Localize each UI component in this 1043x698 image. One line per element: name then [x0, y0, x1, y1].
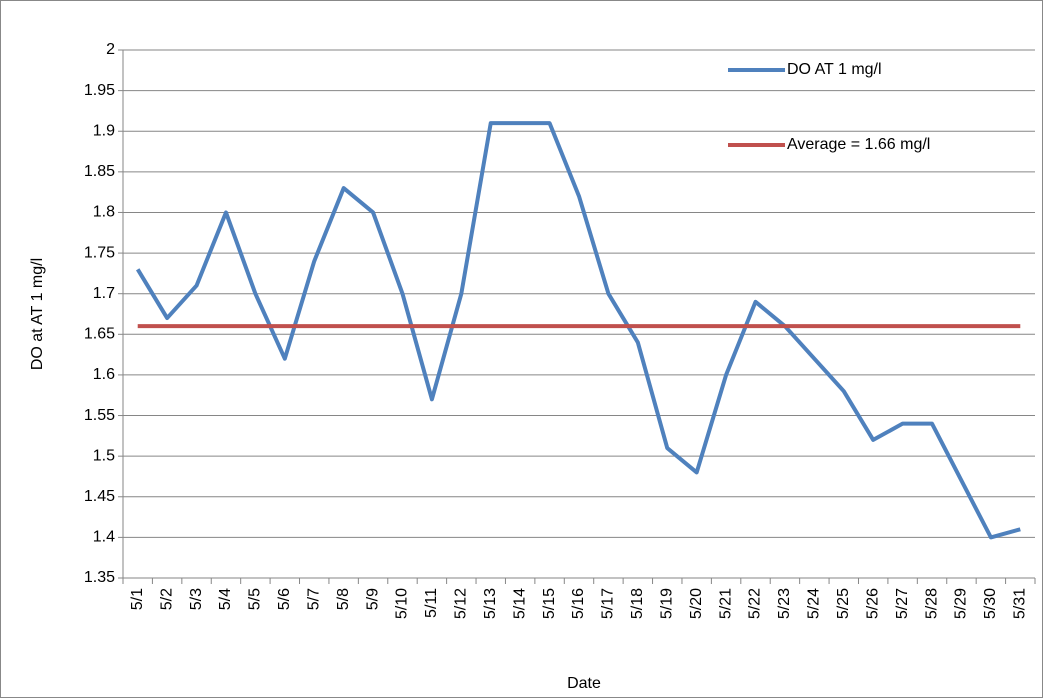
x-tick-label: 5/10	[394, 588, 411, 619]
x-axis-label: Date	[567, 675, 601, 692]
x-tick-label: 5/3	[188, 588, 205, 610]
x-tick-label: 5/11	[423, 588, 440, 618]
y-tick-label: 1.7	[93, 285, 115, 302]
y-tick-label: 1.65	[84, 326, 115, 343]
x-tick-label: 5/15	[541, 588, 558, 619]
y-tick-label: 1.8	[93, 204, 115, 221]
x-tick-label: 5/24	[806, 588, 823, 619]
legend-label: DO AT 1 mg/l	[787, 61, 882, 78]
data-line	[135, 121, 1021, 540]
x-tick-label: 5/31	[1012, 588, 1029, 619]
x-tick-label: 5/16	[570, 588, 587, 619]
x-tick-label: 5/23	[776, 588, 793, 619]
x-tick-label: 5/2	[158, 588, 175, 610]
x-tick-label: 5/4	[217, 588, 234, 610]
y-tick-label: 1.75	[84, 244, 115, 261]
y-axis-label: DO at AT 1 mg/l	[29, 258, 46, 370]
y-tick-label: 1.55	[84, 407, 115, 424]
y-tick-label: 1.5	[93, 447, 115, 464]
y-tick-label: 1.6	[93, 366, 115, 383]
y-tick-label: 1.9	[93, 122, 115, 139]
x-tick-label: 5/9	[364, 588, 381, 610]
x-tick-label: 5/17	[600, 588, 617, 619]
x-tick-label: 5/18	[629, 588, 646, 619]
x-tick-label: 5/6	[276, 588, 293, 610]
x-tick-label: 5/8	[335, 588, 352, 610]
x-tick-label: 5/29	[953, 588, 970, 619]
x-tick-label: 5/22	[747, 588, 764, 619]
x-tick-label: 5/26	[864, 588, 881, 619]
x-tick-label: 5/19	[658, 588, 675, 619]
x-tick-label: 5/13	[482, 588, 499, 619]
x-tick-label: 5/1	[129, 588, 146, 610]
x-tick-label: 5/30	[982, 588, 999, 619]
y-tick-label: 1.35	[84, 569, 115, 586]
y-tick-label: 1.4	[93, 529, 115, 546]
x-tick-label: 5/28	[923, 588, 940, 619]
x-tick-label: 5/12	[453, 588, 470, 619]
x-tick-label: 5/14	[511, 588, 528, 619]
y-tick-label: 1.95	[84, 82, 115, 99]
legend-label: Average = 1.66 mg/l	[787, 136, 930, 153]
x-tick-label: 5/5	[247, 588, 264, 610]
x-tick-label: 5/25	[835, 588, 852, 619]
x-tick-label: 5/21	[717, 588, 734, 619]
y-tick-label: 2	[106, 41, 115, 58]
x-tick-label: 5/7	[305, 588, 322, 610]
x-tick-label: 5/27	[894, 588, 911, 619]
y-tick-label: 1.45	[84, 488, 115, 505]
x-tick-label: 5/20	[688, 588, 705, 619]
y-tick-label: 1.85	[84, 163, 115, 180]
